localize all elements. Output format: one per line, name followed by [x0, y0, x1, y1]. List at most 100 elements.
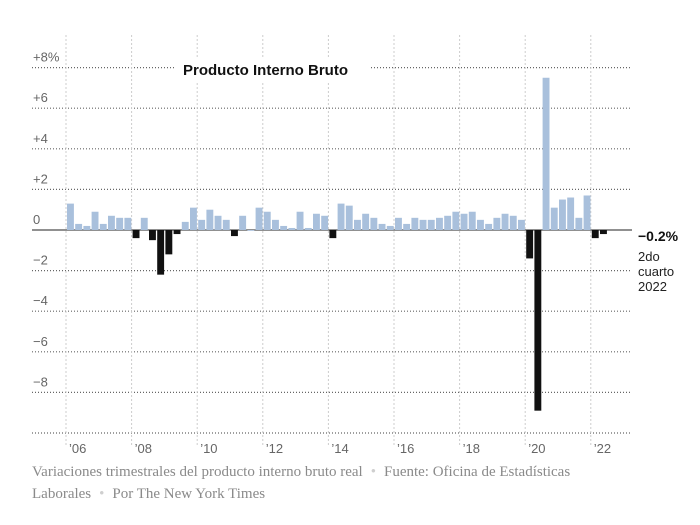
- caption-credit: Por The New York Times: [112, 486, 266, 502]
- gdp-bar: [313, 213, 320, 230]
- caption-source: Fuente: Oficina de Estadísticas Laborale…: [32, 464, 571, 502]
- gdp-bar: [329, 230, 337, 239]
- gdp-bar: [345, 205, 353, 230]
- gdp-bar: [362, 213, 370, 230]
- gdp-bar: [181, 221, 189, 230]
- y-tick-label: 0: [33, 212, 40, 227]
- title-background: [174, 57, 370, 83]
- y-tick-label: −2: [33, 253, 48, 268]
- annotation-line-1: 2do: [638, 249, 660, 264]
- gdp-bar: [583, 195, 591, 230]
- gdp-bar: [386, 225, 394, 230]
- gdp-bar: [526, 230, 534, 259]
- gdp-bar: [165, 230, 173, 255]
- gdp-bar: [395, 217, 402, 230]
- x-tick-label: ’08: [135, 441, 152, 456]
- gdp-bar: [222, 219, 230, 230]
- gdp-bar: [91, 211, 99, 230]
- separator-dot: •: [370, 464, 376, 480]
- x-tick-label: ’10: [200, 441, 217, 456]
- gdp-bar: [132, 230, 140, 239]
- gdp-bar: [460, 213, 468, 230]
- y-tick-label: +2: [33, 171, 48, 186]
- caption-description: Variaciones trimestrales del producto in…: [32, 464, 363, 480]
- gdp-bar: [239, 215, 247, 230]
- x-tick-label: ’18: [463, 441, 480, 456]
- gdp-bar: [411, 217, 419, 230]
- y-tick-label: −4: [33, 293, 48, 308]
- gdp-bar: [559, 199, 566, 230]
- gdp-bar: [206, 209, 214, 230]
- x-axis: ’06 ’08 ’10 ’12 ’14 ’16 ’18 ’20 ’22: [65, 35, 611, 456]
- gdp-bar: [468, 211, 476, 230]
- annotation-line-3: 2022: [638, 279, 667, 294]
- y-gridlines: [32, 66, 632, 434]
- gdp-bar-chart: ’06 ’08 ’10 ’12 ’14 ’16 ’18 ’20 ’22 +8% +6 +4 +2 0 −2…: [32, 35, 679, 456]
- gdp-bar: [173, 230, 181, 235]
- gdp-bar: [67, 203, 74, 230]
- gdp-bar: [140, 217, 148, 230]
- gdp-bar: [108, 215, 115, 230]
- gdp-bar: [427, 219, 435, 230]
- gdp-bar: [534, 230, 542, 411]
- bars: [67, 77, 607, 411]
- gdp-bar: [321, 215, 329, 230]
- gdp-bar: [296, 211, 304, 230]
- gdp-bar: [198, 219, 206, 230]
- y-tick-label: +6: [33, 90, 48, 105]
- gdp-bar: [493, 217, 501, 230]
- gdp-bar: [190, 207, 197, 230]
- gdp-bar: [304, 227, 312, 230]
- annotation-line-2: cuarto: [638, 264, 674, 279]
- gdp-bar: [567, 197, 575, 230]
- gdp-bar: [75, 223, 83, 230]
- gdp-bar: [247, 230, 255, 231]
- gdp-bar: [444, 215, 452, 230]
- gdp-bar: [403, 223, 411, 230]
- gdp-bar: [214, 215, 222, 230]
- chart-caption: Variaciones trimestrales del producto in…: [32, 461, 672, 505]
- x-tick-label: ’16: [397, 441, 414, 456]
- y-tick-label: +4: [33, 131, 48, 146]
- gdp-bar: [501, 213, 509, 230]
- y-tick-label: +8%: [33, 50, 60, 65]
- gdp-bar: [518, 219, 525, 230]
- x-tick-label: ’20: [528, 441, 545, 456]
- y-tick-label: −6: [33, 334, 48, 349]
- gdp-bar: [485, 223, 493, 230]
- gdp-bar: [99, 223, 107, 230]
- gdp-bar: [83, 225, 91, 230]
- gdp-bar: [124, 217, 132, 230]
- gdp-bar: [591, 230, 599, 239]
- gdp-bar: [452, 211, 460, 230]
- gdp-bar: [419, 219, 427, 230]
- gdp-bar: [354, 219, 361, 230]
- gdp-bar: [116, 217, 124, 230]
- x-tick-label: ’12: [266, 441, 283, 456]
- gdp-bar: [477, 219, 484, 230]
- gdp-bar: [436, 217, 443, 230]
- x-tick-label: ’14: [331, 441, 348, 456]
- gdp-bar: [550, 207, 558, 230]
- gdp-bar: [370, 217, 378, 230]
- gdp-bar: [272, 219, 279, 230]
- y-tick-labels: +8% +6 +4 +2 0 −2 −4 −6 −8: [33, 50, 60, 390]
- gdp-bar: [263, 211, 271, 230]
- gdp-bar: [280, 225, 288, 230]
- gdp-bar: [378, 223, 386, 230]
- chart-title: Producto Interno Bruto: [183, 62, 348, 79]
- gdp-bar: [542, 77, 550, 230]
- gdp-bar: [149, 230, 156, 241]
- y-tick-label: −8: [33, 374, 48, 389]
- gdp-bar: [509, 215, 517, 230]
- gdp-bar: [288, 227, 296, 230]
- gdp-bar: [231, 230, 238, 237]
- gdp-bar: [575, 217, 583, 230]
- annotation-value: −0.2%: [638, 228, 679, 244]
- separator-dot: •: [99, 486, 105, 502]
- gdp-bar: [255, 207, 263, 230]
- gdp-bar: [600, 230, 607, 235]
- gdp-bar: [157, 230, 165, 275]
- x-tick-label: ’06: [69, 441, 86, 456]
- gdp-bar: [337, 203, 345, 230]
